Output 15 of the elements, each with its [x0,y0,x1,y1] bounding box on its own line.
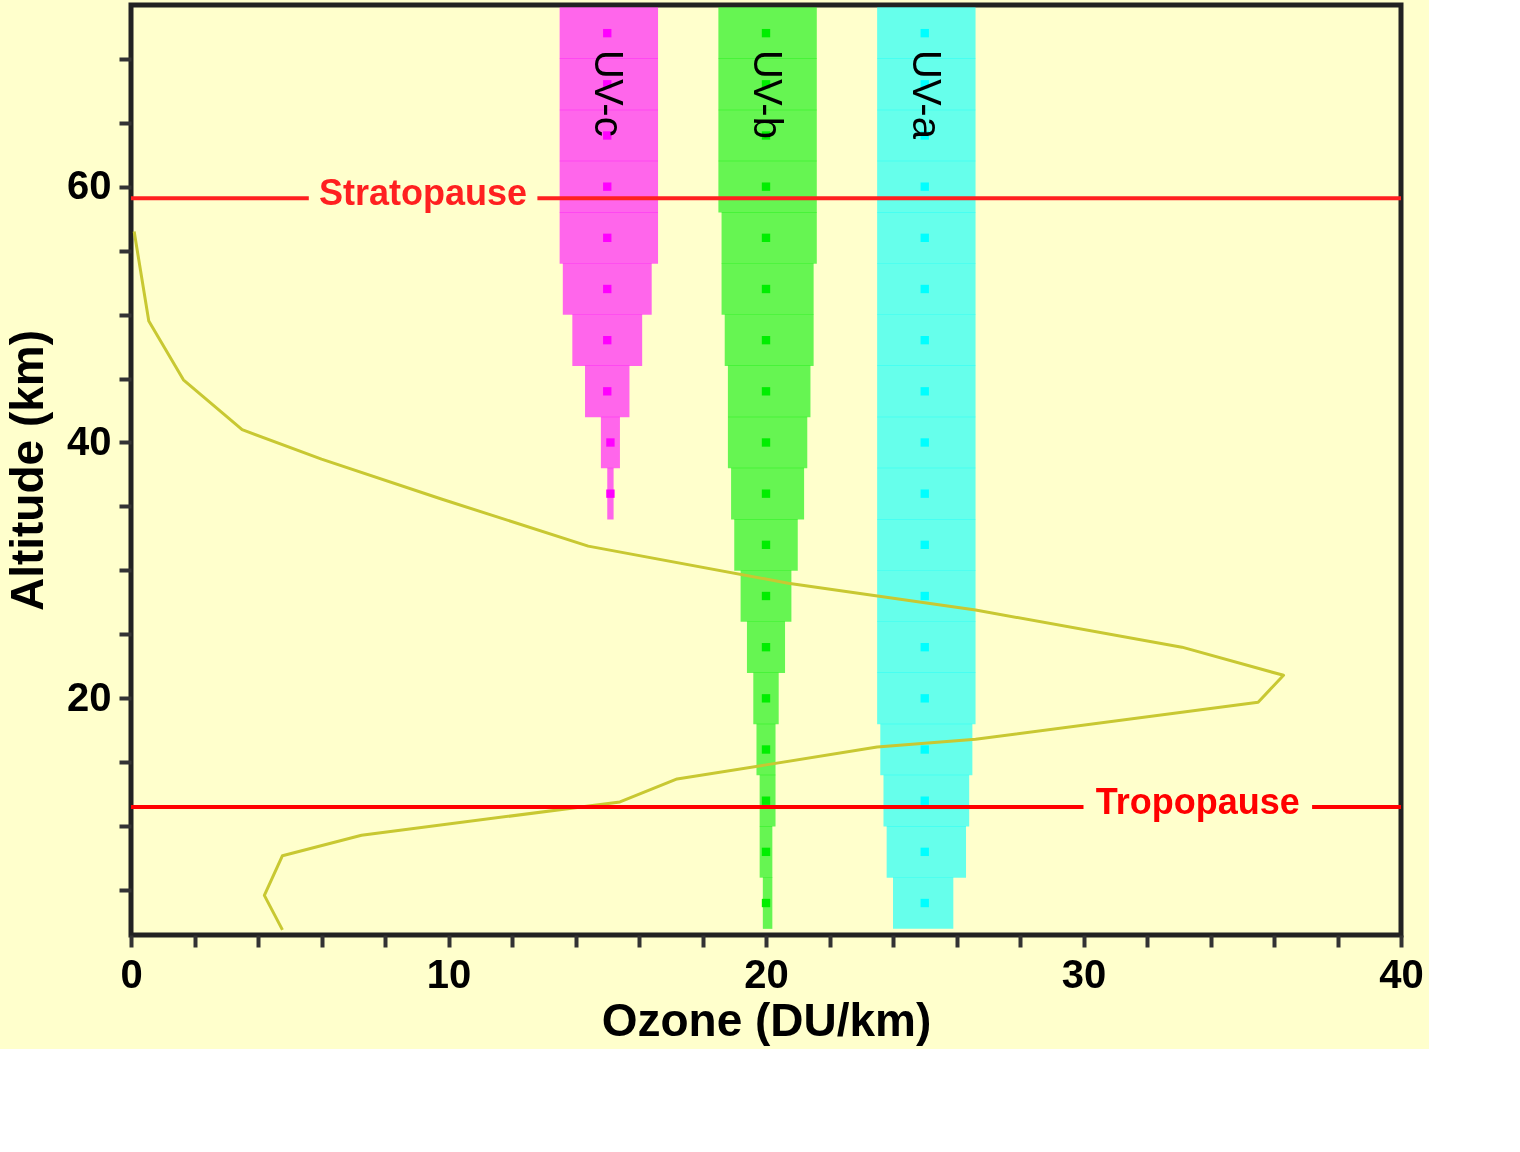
x-tick-label: 10 [426,951,472,996]
ref-line-label: Stratopause [319,172,528,214]
y-tick-label: 60 [67,163,112,208]
x-axis-title: Ozone (DU/km) [601,993,932,1046]
y-tick-label: 20 [67,674,112,719]
text: UV-b [746,50,790,139]
ref-line-label: Tropopause [1095,781,1300,823]
y-axis-title: Altitude (km) [1,329,54,612]
x-tick-label: 20 [744,951,789,996]
y-tick-label: 40 [67,419,112,463]
text: UV-c [587,50,632,137]
x-tick-label: 40 [1379,951,1424,996]
x-tick-label: 0 [120,951,143,996]
x-tick-label: 30 [1061,951,1107,996]
text: UV-a [904,50,949,140]
